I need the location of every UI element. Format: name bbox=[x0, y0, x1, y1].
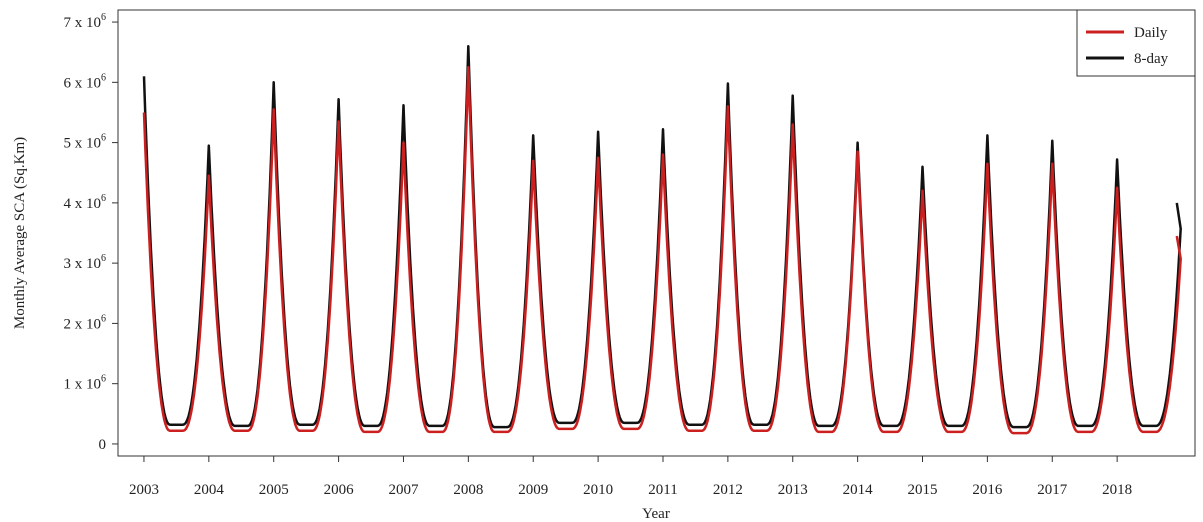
legend-label-daily: Daily bbox=[1134, 25, 1168, 41]
series-lines bbox=[142, 44, 1182, 435]
y-tick-label-6: 6 x 106 bbox=[64, 72, 107, 91]
x-tick-label-2018: 2018 bbox=[1102, 482, 1132, 498]
x-tick-label-2003: 2003 bbox=[129, 482, 159, 498]
y-axis-title: Monthly Average SCA (Sq.Km) bbox=[12, 137, 28, 329]
x-tick-label-2005: 2005 bbox=[259, 482, 289, 498]
legend-box bbox=[1076, 9, 1196, 77]
y-tick-label-0: 0 bbox=[99, 437, 107, 453]
x-tick-label-2011: 2011 bbox=[648, 482, 677, 498]
legend: Daily 8-day bbox=[1076, 9, 1196, 77]
x-tick-label-2007: 2007 bbox=[388, 482, 419, 498]
x-tick-label-2017: 2017 bbox=[1037, 482, 1068, 498]
x-axis-ticks: 2003 2004 2005 2006 2007 2008 2009 2010 2011 2012… bbox=[129, 456, 1132, 498]
x-tick-label-2012: 2012 bbox=[713, 482, 743, 498]
x-tick-label-2014: 2014 bbox=[843, 482, 874, 498]
x-tick-label-2006: 2006 bbox=[324, 482, 355, 498]
x-tick-label-2010: 2010 bbox=[583, 482, 613, 498]
legend-label-8-day: 8-day bbox=[1134, 51, 1169, 67]
x-axis-title: Year bbox=[642, 506, 670, 522]
y-axis-ticks: 0 1 x 106 2 x 106 3 x 106 4 x 106 5 x 106 6 x … bbox=[64, 12, 118, 453]
series-line-8-day bbox=[142, 44, 1182, 429]
plot-frame bbox=[117, 9, 1196, 457]
x-tick-label-2004: 2004 bbox=[194, 482, 225, 498]
x-tick-label-2008: 2008 bbox=[453, 482, 483, 498]
y-tick-label-4: 4 x 106 bbox=[64, 193, 107, 212]
y-tick-label-7: 7 x 106 bbox=[64, 12, 107, 31]
y-tick-label-2: 2 x 106 bbox=[64, 313, 107, 332]
series-line-daily bbox=[142, 66, 1182, 435]
y-tick-label-3: 3 x 106 bbox=[64, 253, 107, 272]
x-tick-label-2009: 2009 bbox=[518, 482, 548, 498]
y-tick-label-1: 1 x 106 bbox=[64, 374, 107, 393]
y-tick-label-5: 5 x 106 bbox=[64, 133, 107, 152]
x-tick-label-2016: 2016 bbox=[972, 482, 1003, 498]
x-tick-label-2015: 2015 bbox=[908, 482, 938, 498]
x-tick-label-2013: 2013 bbox=[778, 482, 808, 498]
